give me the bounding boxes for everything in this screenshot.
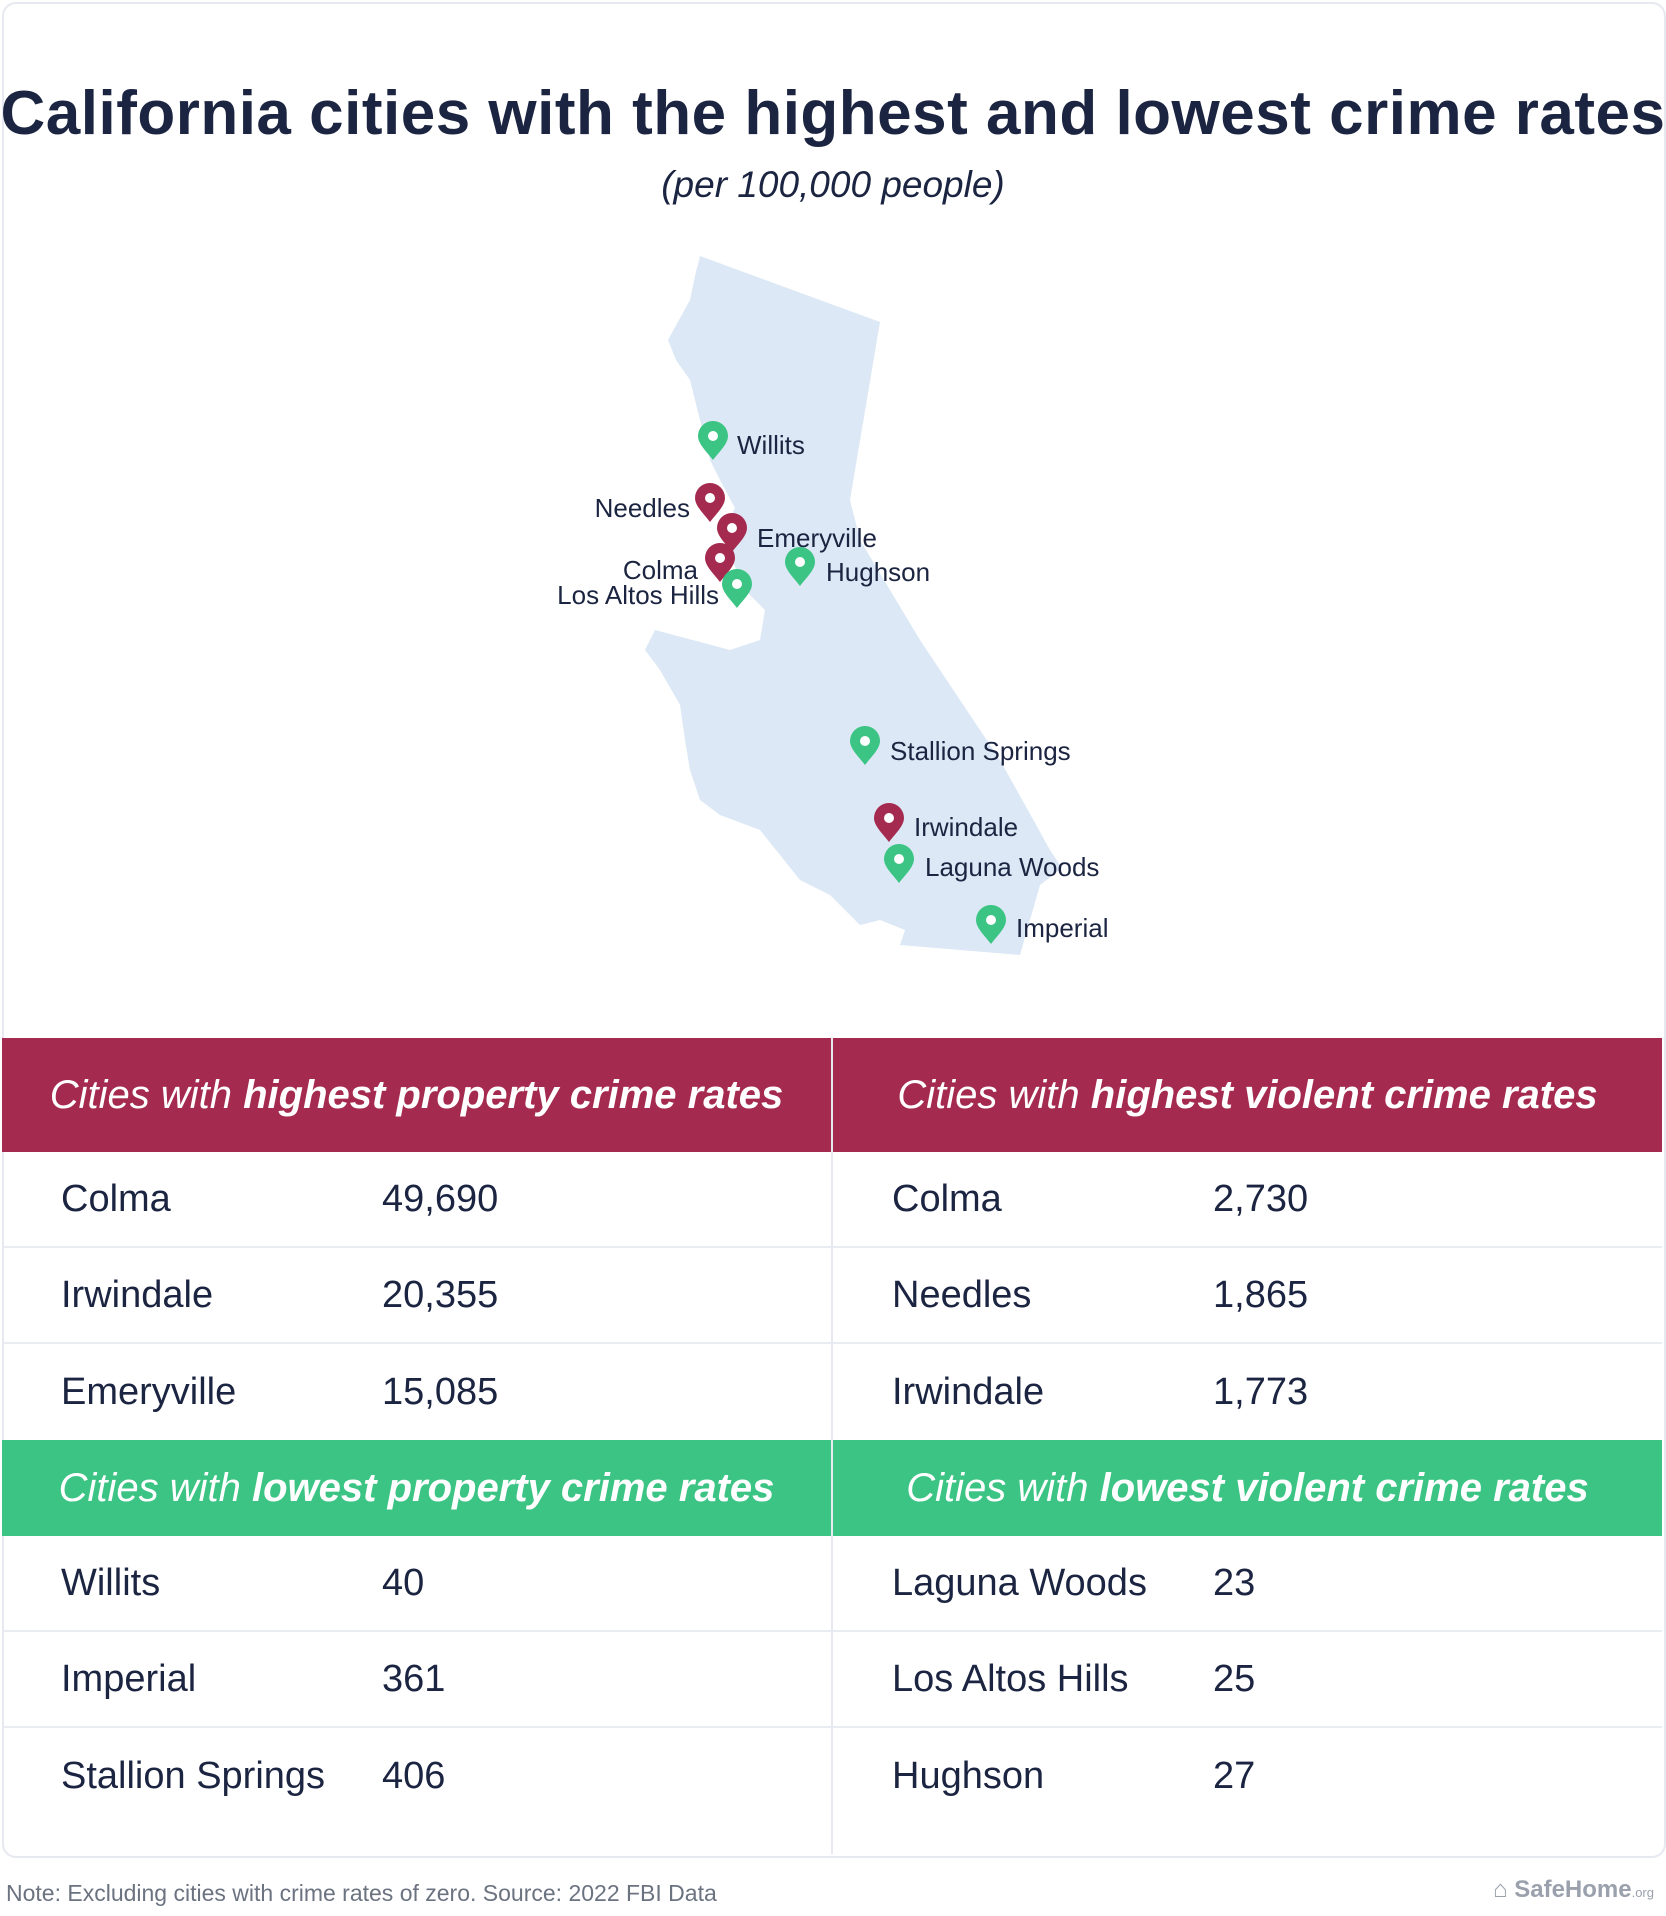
low-property-header-emphasis: lowest property crime rates: [251, 1465, 775, 1510]
crime-rate: 1,865: [1213, 1273, 1309, 1316]
map-pin-imperial: Imperial: [976, 905, 1108, 944]
city-name: Willits: [61, 1561, 161, 1604]
column-divider: [831, 1038, 833, 1854]
map-pin-dot: [795, 557, 805, 567]
high-property-header-prefix: Cities with: [49, 1072, 232, 1117]
high-property-header: Cities with highest property crime rates: [2, 1038, 831, 1152]
low-property-header: Cities with lowest property crime rates: [2, 1440, 831, 1536]
map-pin-irwindale: Irwindale: [874, 803, 1018, 842]
low-property-rows: Willits 40 Imperial 361 Stallion Springs 40…: [2, 1536, 831, 1824]
map-pin-label: Colma: [623, 555, 699, 585]
map-pin-dot: [894, 854, 904, 864]
crime-rate: 40: [382, 1561, 425, 1604]
table-row: Needles 1,865: [833, 1248, 1662, 1344]
crime-rate: 15,085: [382, 1370, 499, 1413]
map-pin-willits: Willits: [698, 421, 805, 460]
crime-rate: 25: [1213, 1657, 1256, 1700]
map-pin-colma: Colma: [623, 543, 735, 585]
page-title: California cities with the highest and l…: [0, 79, 1666, 148]
map-pin-dot: [715, 553, 725, 563]
brand-logo: ⌂ SafeHome.org: [1493, 1876, 1654, 1903]
violent-column: Cities with highest violent crime rates …: [833, 1038, 1662, 1824]
city-name: Colma: [61, 1177, 171, 1220]
low-violent-header: Cities with lowest violent crime rates: [833, 1440, 1662, 1536]
city-name: Stallion Springs: [61, 1754, 326, 1797]
brand-suffix: .org: [1631, 1885, 1654, 1900]
table-row: Irwindale 1,773: [833, 1344, 1662, 1440]
map-pin-los-altos-hills: Los Altos Hills: [557, 569, 752, 610]
table-row: Colma 49,690: [2, 1152, 831, 1248]
map-pins: Willits Needles Emeryville Colma Hughson Los …: [557, 421, 1108, 944]
map-pin-dot: [727, 523, 737, 533]
city-name: Irwindale: [61, 1273, 214, 1316]
page-subtitle: (per 100,000 people): [661, 164, 1005, 205]
table-row: Emeryville 15,085: [2, 1344, 831, 1440]
map-pin-label: Imperial: [1016, 913, 1108, 943]
map-pin-needles: Needles: [595, 483, 725, 523]
city-name: Hughson: [892, 1754, 1045, 1797]
california-map: Willits Needles Emeryville Colma Hughson Los …: [557, 256, 1108, 955]
low-violent-rows: Laguna Woods 23 Los Altos Hills 25 Hughson…: [833, 1536, 1662, 1824]
low-violent-header-prefix: Cities with: [906, 1465, 1089, 1510]
city-name: Laguna Woods: [892, 1561, 1147, 1604]
table-row: Willits 40: [2, 1536, 831, 1632]
map-pin-label: Emeryville: [757, 523, 877, 553]
city-name: Irwindale: [892, 1370, 1045, 1413]
low-property-header-prefix: Cities with: [58, 1465, 241, 1510]
map-pin-emeryville: Emeryville: [717, 513, 877, 553]
map-pin-label: Willits: [737, 430, 805, 460]
map-pin-hughson: Hughson: [785, 547, 930, 587]
high-violent-header-prefix: Cities with: [897, 1072, 1080, 1117]
map-pin-dot: [986, 915, 996, 925]
brand-name: SafeHome: [1514, 1876, 1632, 1903]
table-row: Irwindale 20,355: [2, 1248, 831, 1344]
map-pin-dot: [732, 579, 742, 589]
map-pin-label: Irwindale: [914, 812, 1018, 842]
crime-rate: 27: [1213, 1754, 1256, 1797]
map-pin-stallion-springs: Stallion Springs: [850, 726, 1071, 766]
city-name: Emeryville: [61, 1370, 237, 1413]
map-pin-label: Needles: [595, 493, 690, 523]
map-pin-laguna-woods: Laguna Woods: [884, 844, 1099, 883]
property-column: Cities with highest property crime rates…: [2, 1038, 831, 1824]
high-violent-header-emphasis: highest violent crime rates: [1090, 1072, 1598, 1117]
map-pin-dot: [860, 736, 870, 746]
city-name: Colma: [892, 1177, 1002, 1220]
map-pin-label: Hughson: [826, 557, 930, 587]
high-violent-header: Cities with highest violent crime rates: [833, 1038, 1662, 1152]
table-row: Imperial 361: [2, 1632, 831, 1728]
city-name: Imperial: [61, 1657, 197, 1700]
high-property-rows: Colma 49,690 Irwindale 20,355 Emeryville 15…: [2, 1152, 831, 1440]
crime-rate: 23: [1213, 1561, 1256, 1604]
crime-rate: 1,773: [1213, 1370, 1309, 1413]
table-row: Colma 2,730: [833, 1152, 1662, 1248]
map-pin-label: Los Altos Hills: [557, 580, 719, 610]
city-name: Los Altos Hills: [892, 1657, 1129, 1700]
city-name: Needles: [892, 1273, 1032, 1316]
map-pin-dot: [705, 493, 715, 503]
map-pin-dot: [884, 813, 894, 823]
table-row: Los Altos Hills 25: [833, 1632, 1662, 1728]
crime-rate: 361: [382, 1657, 446, 1700]
source-note: Note: Excluding cities with crime rates …: [6, 1880, 717, 1906]
map-pin-label: Laguna Woods: [925, 852, 1099, 882]
crime-rate: 49,690: [382, 1177, 499, 1220]
crime-rate: 2,730: [1213, 1177, 1309, 1220]
table-row: Stallion Springs 406: [2, 1728, 831, 1824]
map-pin-dot: [708, 431, 718, 441]
map-pin-label: Stallion Springs: [890, 736, 1071, 766]
crime-rate: 20,355: [382, 1273, 499, 1316]
table-row: Laguna Woods 23: [833, 1536, 1662, 1632]
table-row: Hughson 27: [833, 1728, 1662, 1824]
crime-rate: 406: [382, 1754, 446, 1797]
low-violent-header-emphasis: lowest violent crime rates: [1099, 1465, 1589, 1510]
high-property-header-emphasis: highest property crime rates: [243, 1072, 784, 1117]
california-outline: [645, 256, 1062, 955]
high-violent-rows: Colma 2,730 Needles 1,865 Irwindale 1,773: [833, 1152, 1662, 1440]
